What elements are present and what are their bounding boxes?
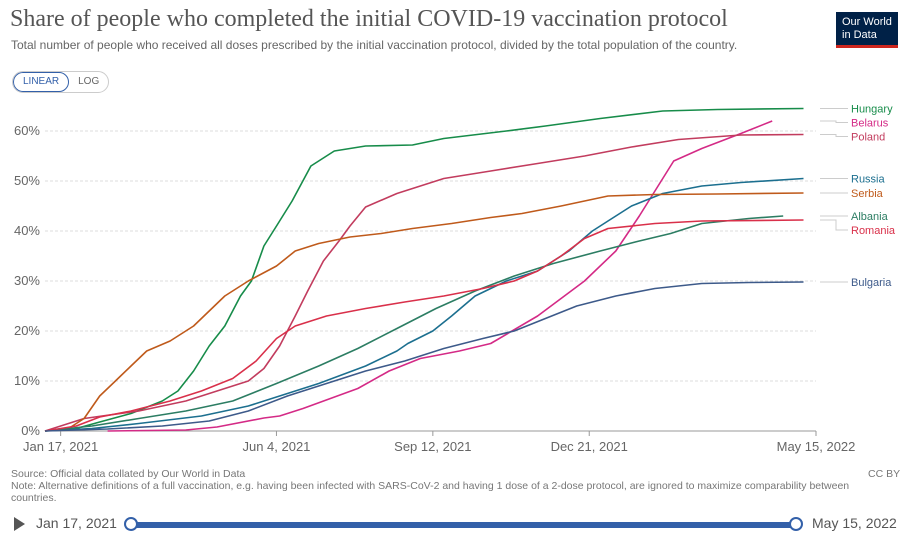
owid-logo[interactable]: Our World in Data — [836, 12, 898, 48]
series-labels: Hungary Belarus Poland Russia Serbia Albania R… — [820, 104, 896, 289]
series-line-bulgaria — [44, 281, 804, 432]
series-label-poland: Poland — [851, 132, 885, 144]
timeline-end-label: May 15, 2022 — [812, 515, 897, 531]
x-tick-label: Sep 12, 2021 — [394, 439, 471, 454]
timeline-start-label: Jan 17, 2021 — [36, 515, 117, 531]
series-line-serbia — [44, 192, 804, 432]
series-line-russia — [44, 177, 804, 432]
note-text: Note: Alternative definitions of a full … — [11, 480, 850, 504]
timeline-end-handle[interactable] — [789, 517, 803, 531]
y-axis-ticks: 0% 10% 20% 30% 40% 50% 60% — [14, 123, 40, 438]
play-icon[interactable] — [14, 517, 25, 531]
series-label-albania: Albania — [851, 211, 889, 223]
series-label-russia: Russia — [851, 174, 886, 186]
scale-toggle: LINEAR LOG — [12, 71, 110, 93]
series-label-serbia: Serbia — [851, 188, 884, 200]
logo-line-2: in Data — [842, 29, 877, 41]
y-tick-label: 60% — [14, 123, 40, 138]
y-tick-label: 20% — [14, 323, 40, 338]
series-line-romania — [44, 219, 804, 432]
chart-title: Share of people who completed the initia… — [10, 6, 728, 32]
x-tick-label: Jan 17, 2021 — [23, 439, 98, 454]
y-tick-label: 0% — [21, 423, 40, 438]
label-connector-poland — [820, 134, 848, 137]
timeline-start-handle[interactable] — [124, 517, 138, 531]
series-label-belarus: Belarus — [851, 118, 889, 130]
x-tick-label: Dec 21, 2021 — [551, 439, 628, 454]
grid-lines — [45, 130, 816, 382]
logo-line-1: Our World — [842, 16, 892, 28]
log-scale-button[interactable]: LOG — [78, 76, 100, 87]
source-text: Source: Official data collated by Our Wo… — [11, 468, 246, 480]
line-chart: 0% 10% 20% 30% 40% 50% 60% Jan 17, 2021 Jun 4, … — [14, 104, 896, 455]
license-link[interactable]: CC BY — [868, 468, 901, 480]
series-label-bulgaria: Bulgaria — [851, 277, 892, 289]
series-line-belarus — [107, 120, 773, 432]
series-label-romania: Romania — [851, 225, 896, 237]
y-tick-label: 10% — [14, 373, 40, 388]
series-line-hungary — [44, 107, 804, 432]
x-axis: Jan 17, 2021 Jun 4, 2021 Sep 12, 2021 Dec 2… — [23, 430, 856, 454]
chart-subtitle: Total number of people who received all … — [11, 38, 738, 52]
series-lines — [44, 107, 804, 432]
chart-footer: Source: Official data collated by Our Wo… — [11, 468, 851, 504]
series-line-poland — [44, 133, 804, 432]
x-tick-label: Jun 4, 2021 — [242, 439, 310, 454]
series-label-hungary: Hungary — [851, 104, 893, 116]
label-connector-romania — [820, 219, 848, 231]
timeline: Jan 17, 2021 May 15, 2022 — [0, 512, 908, 536]
series-line-albania — [44, 215, 784, 432]
x-tick-label: May 15, 2022 — [777, 439, 856, 454]
label-connector-belarus — [820, 120, 848, 123]
timeline-track[interactable] — [131, 522, 796, 528]
y-tick-label: 40% — [14, 223, 40, 238]
y-tick-label: 30% — [14, 273, 40, 288]
linear-scale-button[interactable]: LINEAR — [13, 72, 70, 92]
y-tick-label: 50% — [14, 173, 40, 188]
